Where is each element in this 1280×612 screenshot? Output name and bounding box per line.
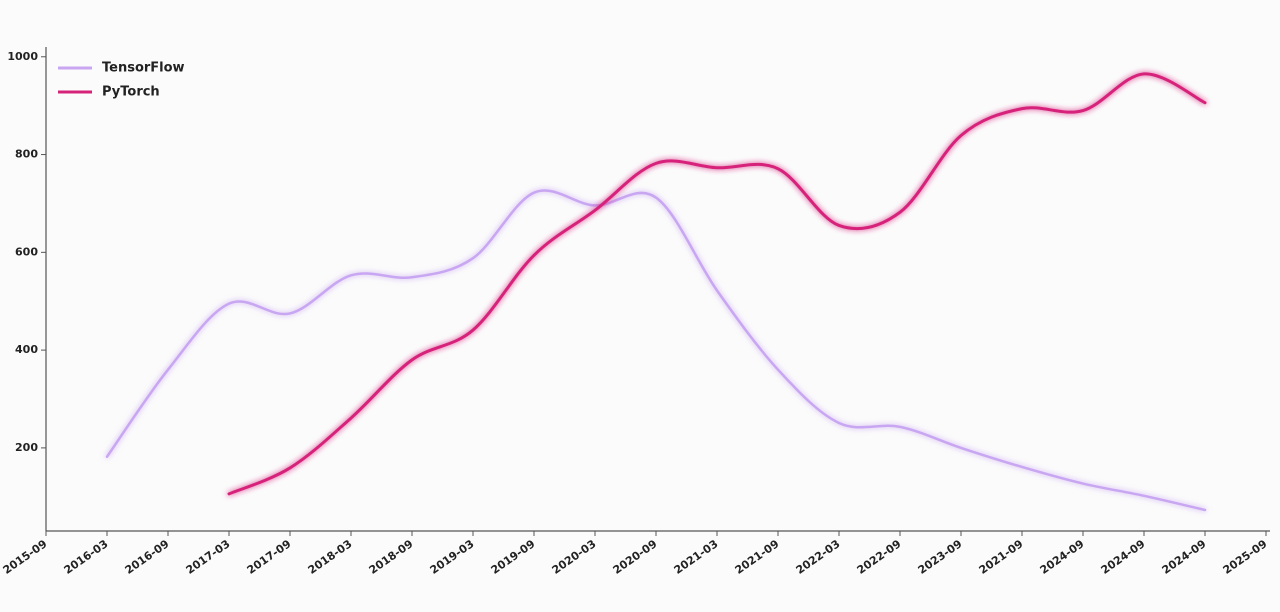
x-tick-label: 2021-09: [733, 537, 782, 577]
x-tick-label: 2023-09: [916, 537, 965, 577]
legend-label: TensorFlow: [102, 61, 185, 76]
y-tick-label: 800: [15, 148, 38, 161]
y-tick-label: 200: [15, 441, 38, 454]
x-tick-label: 2020-09: [611, 537, 660, 577]
legend-label: PyTorch: [102, 85, 160, 100]
x-tick-label: 2018-09: [367, 537, 416, 577]
x-tick-label: 2025-09: [1221, 537, 1270, 577]
y-tick-label: 1000: [7, 50, 38, 63]
x-tick-label: 2015-09: [1, 537, 50, 577]
x-tick-label: 2021-09: [977, 537, 1026, 577]
x-tick-label: 2016-09: [123, 537, 172, 577]
series-line: [227, 72, 1207, 496]
x-tick-label: 2022-03: [794, 537, 843, 577]
x-tick-label: 2016-03: [62, 537, 111, 577]
x-tick-label: 2020-03: [550, 537, 599, 577]
x-tick-label: 2019-03: [428, 537, 477, 577]
x-tick-label: 2017-09: [245, 537, 294, 577]
x-tick-label: 2024-09: [1038, 537, 1087, 577]
x-tick-label: 2022-09: [855, 537, 904, 577]
x-tick-label: 2024-09: [1160, 537, 1209, 577]
x-tick-label: 2019-09: [489, 537, 538, 577]
y-tick-label: 600: [15, 245, 38, 258]
y-tick-label: 400: [15, 343, 38, 356]
x-tick-label: 2024-09: [1099, 537, 1148, 577]
x-tick-label: 2021-03: [672, 537, 721, 577]
x-tick-label: 2018-03: [306, 537, 355, 577]
series-line: [105, 189, 1207, 512]
x-tick-label: 2017-03: [184, 537, 233, 577]
